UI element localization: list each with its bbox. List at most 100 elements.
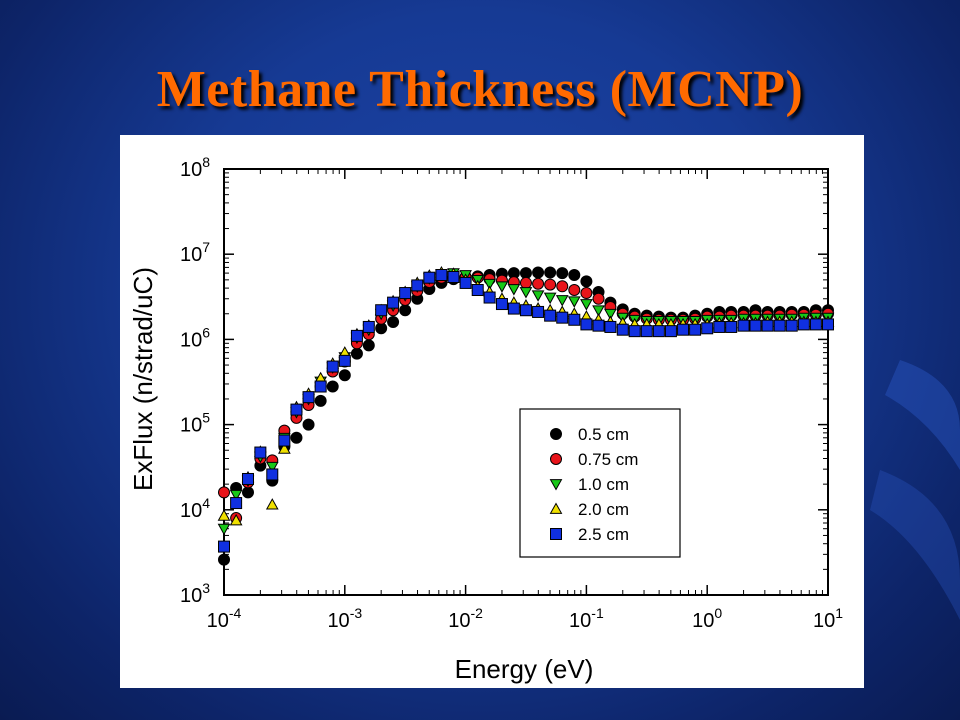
- data-point: [387, 316, 400, 329]
- data-point: [532, 305, 545, 318]
- data-point: [519, 304, 532, 317]
- slide-title: Methane Thickness (MCNP): [156, 61, 804, 118]
- data-point: [447, 271, 460, 284]
- data-point: [483, 291, 496, 304]
- data-point: [749, 319, 762, 332]
- data-point: [543, 292, 557, 305]
- data-point: [604, 320, 617, 333]
- data-point: [362, 320, 375, 333]
- data-point: [664, 325, 677, 338]
- flux-chart: 10-4 10-3 10-2 10-1 100 101 103 104 105 106 107 10…: [128, 154, 843, 684]
- data-point: [314, 394, 327, 407]
- legend-marker: [550, 428, 562, 440]
- data-point: [555, 295, 569, 307]
- y-tick-label: 108: [180, 154, 210, 181]
- data-point: [592, 305, 605, 317]
- data-point: [399, 304, 412, 317]
- data-point: [809, 318, 822, 331]
- data-point: [471, 284, 484, 297]
- data-point: [362, 339, 375, 352]
- data-point: [265, 461, 279, 474]
- data-point: [580, 299, 593, 311]
- data-point: [519, 276, 532, 289]
- legend-label: 0.75 cm: [578, 450, 638, 469]
- data-point: [580, 318, 593, 331]
- data-point: [338, 369, 351, 382]
- data-point: [556, 267, 569, 280]
- data-point: [737, 319, 750, 332]
- data-point: [290, 403, 303, 416]
- data-point: [229, 513, 243, 526]
- data-point: [713, 320, 726, 333]
- data-point: [230, 497, 243, 510]
- x-tick-label: 100: [692, 605, 722, 632]
- data-point: [773, 319, 786, 332]
- data-point: [375, 304, 388, 317]
- data-point: [519, 287, 533, 299]
- data-point: [435, 268, 448, 281]
- data-point: [241, 472, 254, 485]
- data-point: [350, 347, 363, 360]
- legend-marker: [550, 528, 562, 540]
- data-point: [701, 322, 714, 335]
- data-point: [725, 320, 738, 333]
- data-point: [544, 278, 557, 291]
- legend-label: 2.0 cm: [578, 500, 629, 519]
- y-axis-label: ExFlux (n/strad/uC): [128, 267, 158, 491]
- data-point: [568, 268, 581, 281]
- chart-panel: 10-4 10-3 10-2 10-1 100 101 103 104 105 106 107 10…: [120, 135, 864, 688]
- data-point: [326, 360, 339, 373]
- y-tick-label: 105: [180, 410, 210, 437]
- data-point: [507, 302, 520, 315]
- data-point: [218, 540, 230, 553]
- data-point: [544, 266, 557, 279]
- x-tick-label: 10-3: [327, 605, 362, 632]
- data-point: [785, 319, 798, 332]
- data-point: [652, 325, 665, 338]
- data-point: [495, 281, 509, 293]
- data-point: [568, 313, 581, 326]
- data-point: [797, 318, 810, 331]
- data-point: [495, 298, 508, 311]
- data-point: [423, 271, 436, 284]
- data-point: [556, 280, 569, 293]
- y-tick-label: 106: [180, 324, 210, 351]
- data-point: [568, 284, 581, 297]
- data-point: [229, 489, 243, 502]
- data-point: [567, 296, 581, 308]
- legend-label: 0.5 cm: [578, 425, 629, 444]
- data-point: [592, 292, 605, 305]
- data-point: [677, 323, 690, 336]
- data-point: [278, 442, 291, 454]
- data-point: [689, 323, 702, 336]
- x-tick-label: 10-4: [207, 605, 242, 632]
- data-point: [278, 434, 291, 447]
- data-point: [399, 287, 412, 300]
- x-axis-label: Energy (eV): [455, 654, 594, 684]
- data-point: [387, 296, 400, 309]
- x-tick-label: 10-2: [448, 605, 483, 632]
- data-point: [265, 498, 279, 510]
- data-point: [604, 308, 617, 321]
- y-tick-label: 103: [180, 580, 210, 607]
- x-tick-label: 101: [813, 605, 843, 632]
- legend-label: 2.5 cm: [578, 525, 629, 544]
- data-point: [302, 418, 315, 431]
- y-tick-label: 107: [180, 239, 210, 266]
- data-point: [217, 509, 231, 521]
- data-point: [350, 329, 363, 342]
- legend-marker: [549, 502, 563, 514]
- data-point: [302, 391, 315, 404]
- data-point: [616, 323, 629, 336]
- plot-frame: [223, 168, 829, 596]
- legend-box: [519, 408, 681, 558]
- legend-marker: [550, 453, 562, 465]
- data-point: [640, 325, 653, 338]
- data-point: [628, 325, 641, 338]
- data-point: [532, 266, 545, 279]
- data-point: [218, 553, 230, 566]
- data-point: [580, 287, 593, 300]
- data-point: [241, 486, 254, 499]
- data-point: [338, 354, 351, 367]
- legend-label: 1.0 cm: [578, 475, 629, 494]
